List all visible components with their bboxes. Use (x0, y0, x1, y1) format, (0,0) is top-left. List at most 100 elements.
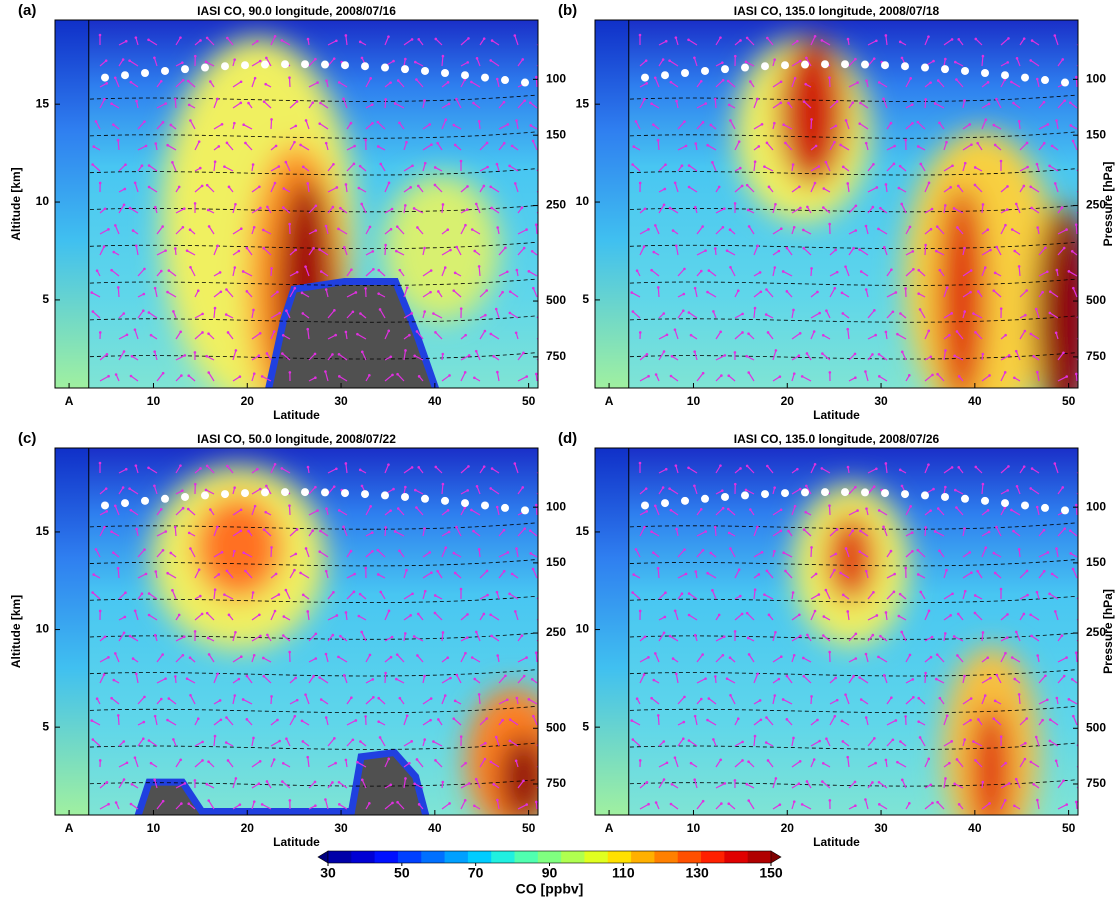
wind-arrow-head (528, 101, 532, 104)
tropopause-dot (961, 66, 969, 75)
tropopause-dot (781, 61, 789, 70)
wind-arrow-head (976, 569, 979, 573)
wind-arrow (860, 271, 869, 277)
y-tick-label: 15 (36, 96, 50, 110)
wind-arrow-head (161, 653, 164, 656)
wind-arrow (1000, 372, 1006, 382)
wind-arrow (137, 573, 147, 579)
wind-arrow (416, 227, 424, 235)
wind-arrow (748, 654, 755, 663)
wind-arrow (189, 694, 196, 705)
wind-arrow-head (647, 228, 650, 231)
wind-arrow (208, 800, 215, 810)
wind-arrow (361, 779, 367, 789)
wind-arrow-head (988, 802, 991, 805)
wind-arrow-head (514, 759, 518, 763)
wind-arrow (658, 334, 668, 340)
wind-arrow-head (197, 140, 201, 143)
wind-arrow-head (92, 573, 96, 576)
wind-arrow (1019, 758, 1026, 768)
wind-arrow (460, 465, 469, 474)
wind-arrow-head (453, 143, 457, 147)
wind-arrow-head (434, 37, 438, 41)
wind-arrow (188, 803, 196, 810)
wind-arrow (981, 119, 987, 130)
wind-arrow-head (314, 57, 317, 61)
wind-arrow-head (1022, 465, 1026, 468)
wind-arrow-head (974, 331, 977, 334)
wind-arrow-head (415, 758, 419, 761)
wind-arrow-head (344, 330, 348, 334)
wind-arrow-head (124, 39, 128, 43)
wind-arrow-head (299, 571, 302, 575)
wind-arrow (847, 183, 850, 193)
wind-arrow-head (745, 183, 749, 187)
wind-arrow-head (929, 81, 932, 84)
wind-arrow (674, 757, 679, 768)
wind-arrow-head (260, 803, 264, 806)
wind-arrow (479, 142, 488, 151)
contour-line (55, 204, 538, 213)
wind-arrow (189, 120, 196, 130)
wind-arrow-head (893, 144, 896, 148)
wind-arrow-head (319, 101, 322, 105)
wind-arrow-head (521, 58, 525, 61)
wind-arrow (226, 570, 234, 579)
wind-arrow (270, 331, 275, 340)
wind-arrow-head (372, 267, 375, 271)
wind-arrow (1030, 333, 1040, 340)
wind-arrow (270, 119, 273, 130)
wind-arrow (213, 719, 222, 726)
wind-arrow-head (466, 185, 469, 188)
wind-arrow-head (233, 486, 236, 489)
wind-arrow-head (104, 487, 108, 490)
wind-arrow-head (143, 120, 146, 123)
wind-arrow (167, 719, 177, 726)
wind-arrow-head (805, 780, 809, 783)
wind-arrow (148, 739, 158, 747)
wind-arrow (251, 635, 261, 642)
wind-arrow-head (357, 614, 361, 618)
y-tick-label: 10 (576, 622, 590, 636)
wind-arrow-head (796, 39, 799, 43)
wind-arrow (670, 81, 679, 88)
wind-arrow (810, 291, 818, 298)
wind-arrow (981, 547, 987, 558)
wind-arrow (232, 267, 236, 277)
wind-arrow-head (689, 333, 693, 337)
wind-arrow (327, 486, 335, 495)
wind-arrow (847, 611, 850, 621)
wind-arrow-head (792, 653, 796, 657)
wind-arrow (227, 760, 234, 768)
y2-tick-label: 750 (1086, 349, 1106, 363)
wind-arrow-head (957, 38, 961, 41)
wind-arrow-head (797, 354, 801, 358)
wind-arrow (674, 182, 679, 193)
wind-arrow (860, 530, 869, 537)
wind-arrow-head (687, 185, 691, 189)
wind-arrow-head (189, 119, 192, 122)
contour-line (595, 779, 1078, 787)
wind-arrow (886, 573, 895, 579)
wind-arrow-head (405, 140, 408, 144)
wind-arrow-head (822, 615, 826, 618)
wind-arrow-head (1055, 268, 1059, 272)
wind-arrow-head (1014, 202, 1018, 206)
wind-arrow-head (706, 718, 709, 722)
wind-arrow-head (841, 312, 845, 315)
wind-arrow-head (205, 354, 209, 358)
wind-arrow (677, 268, 685, 277)
wind-arrow-head (644, 59, 648, 62)
wind-arrow (696, 102, 707, 109)
wind-arrow-head (670, 782, 674, 786)
wind-arrow-head (447, 530, 451, 534)
wind-arrow (821, 781, 831, 789)
wind-arrow (441, 119, 447, 130)
wind-arrow-head (1069, 124, 1073, 127)
wind-arrow-head (1013, 376, 1016, 380)
wind-arrow (1068, 698, 1078, 705)
y2-axis-label: Pressure [hPa] (1101, 162, 1115, 247)
wind-arrow-head (968, 551, 972, 554)
wind-arrow-head (364, 566, 368, 570)
wind-arrow-head (931, 373, 934, 377)
